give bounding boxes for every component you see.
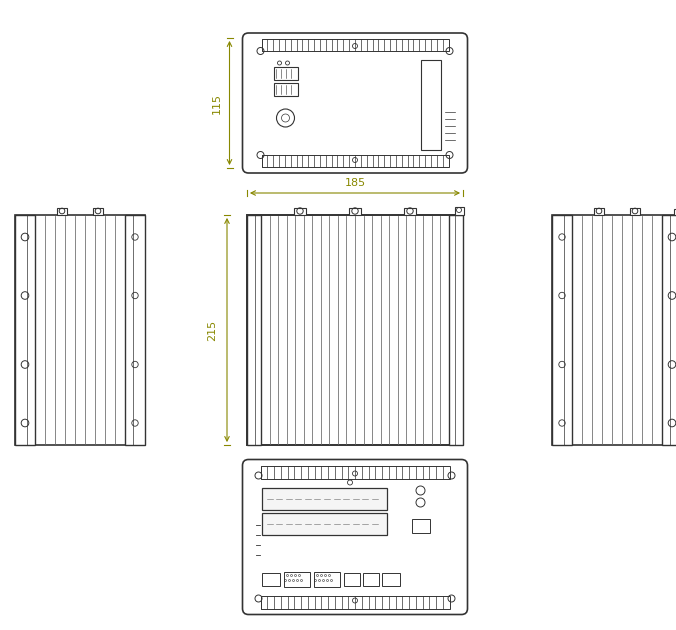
Bar <box>420 60 441 150</box>
Bar <box>349 208 361 215</box>
Bar <box>262 512 387 534</box>
Bar <box>343 573 360 585</box>
Bar <box>262 155 448 167</box>
Bar <box>412 518 429 532</box>
FancyBboxPatch shape <box>243 459 468 614</box>
Bar <box>247 215 463 445</box>
FancyBboxPatch shape <box>243 33 468 173</box>
Bar <box>662 215 676 445</box>
Text: 215: 215 <box>207 319 217 341</box>
Bar <box>262 39 448 51</box>
Bar <box>15 215 35 445</box>
Bar <box>674 209 676 215</box>
Text: 115: 115 <box>212 93 222 113</box>
Bar <box>260 595 450 609</box>
Bar <box>283 571 310 587</box>
Bar <box>381 573 400 585</box>
Bar <box>93 208 103 215</box>
Bar <box>630 208 640 215</box>
Bar <box>260 466 450 479</box>
Bar <box>274 67 297 80</box>
Bar <box>125 215 145 445</box>
Bar <box>15 215 145 445</box>
Bar <box>449 215 463 445</box>
Bar <box>594 208 604 215</box>
Bar <box>362 573 379 585</box>
Bar <box>294 208 306 215</box>
Bar <box>262 573 279 585</box>
Bar <box>314 571 339 587</box>
Bar <box>455 207 464 215</box>
Bar <box>57 208 67 215</box>
Bar <box>552 215 676 445</box>
Bar <box>274 83 297 96</box>
Bar <box>247 215 261 445</box>
Bar <box>552 215 572 445</box>
Bar <box>404 208 416 215</box>
Text: 185: 185 <box>345 178 366 188</box>
Bar <box>262 488 387 510</box>
